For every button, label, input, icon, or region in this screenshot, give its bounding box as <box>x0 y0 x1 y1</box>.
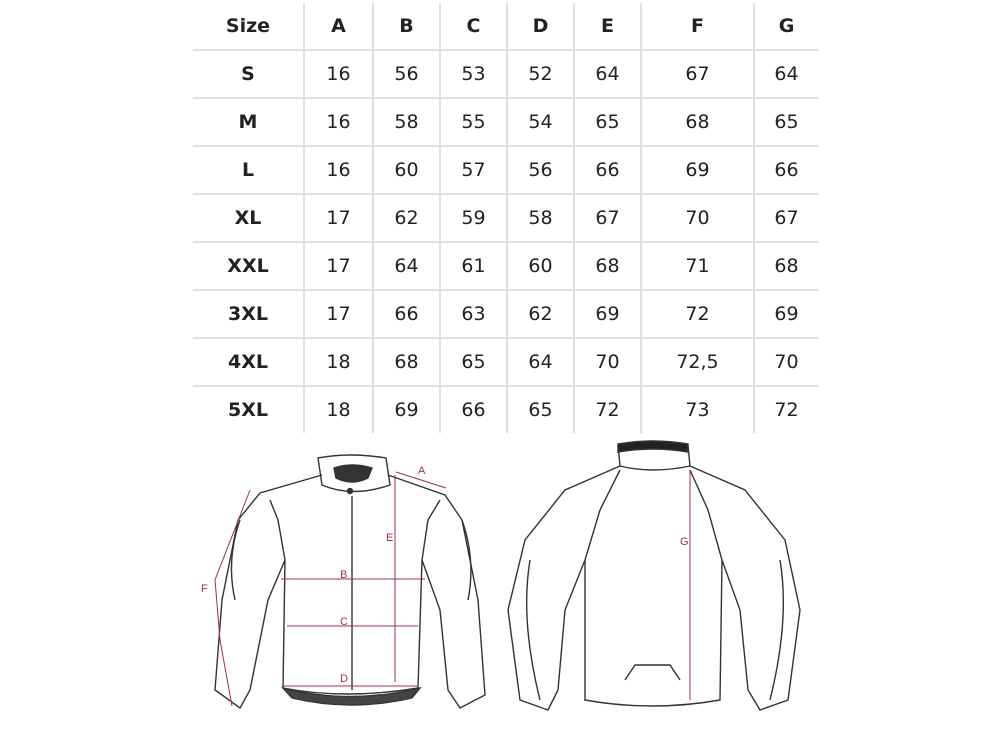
measurement-cell: 72 <box>640 290 754 339</box>
table-row: 3XL 17 66 63 62 69 72 69 <box>193 290 818 339</box>
table-row: XL 17 62 59 58 67 70 67 <box>193 194 818 243</box>
size-cell: 5XL <box>228 399 268 421</box>
measurement-cell: 66 <box>573 146 641 195</box>
measurement-cell: 73 <box>640 386 754 433</box>
label-d: D <box>340 673 348 685</box>
measurement-cell: 68 <box>753 242 818 291</box>
measurement-cell: 66 <box>439 386 507 433</box>
measurement-cell: 67 <box>753 194 818 243</box>
size-cell: XXL <box>193 242 304 291</box>
label-e: E <box>386 532 393 544</box>
measurement-cell: 57 <box>439 146 507 195</box>
column-header: A <box>303 3 373 51</box>
column-header: E <box>573 3 641 51</box>
jacket-front-drawing <box>214 454 486 710</box>
measurement-cell: 60 <box>506 242 574 291</box>
measurement-cell: 16 <box>303 50 373 99</box>
measurement-cell: 17 <box>303 290 373 339</box>
measurement-cell: 69 <box>573 290 641 339</box>
measurement-cell: 60 <box>372 146 440 195</box>
measurement-cell: 68 <box>573 242 641 291</box>
measurement-cell: 67 <box>573 194 641 243</box>
column-header: B <box>372 3 440 51</box>
table-row: L 16 60 57 56 66 69 66 <box>193 146 818 195</box>
measurement-cell: 59 <box>439 194 507 243</box>
measurement-cell: 65 <box>439 338 507 387</box>
measurement-cell: 61 <box>439 242 507 291</box>
measurement-cell: 66 <box>372 290 440 339</box>
table-row: S 16 56 53 52 64 67 64 <box>193 50 818 99</box>
measurement-cell: 69 <box>640 146 754 195</box>
size-cell: S <box>193 50 304 99</box>
label-c: C <box>340 616 348 628</box>
measurement-cell: 17 <box>303 194 373 243</box>
measurement-cell: 64 <box>506 338 574 387</box>
measurement-cell: 63 <box>439 290 507 339</box>
measurement-cell: 56 <box>372 50 440 99</box>
label-f: F <box>201 583 208 595</box>
label-a: A <box>418 465 426 477</box>
column-header: C <box>439 3 507 51</box>
measurement-cell: 18 <box>303 386 373 433</box>
column-header: Size <box>193 3 304 51</box>
measurement-cell: 65 <box>573 98 641 147</box>
measurement-cell: 54 <box>506 98 574 147</box>
size-cell: L <box>193 146 304 195</box>
measurement-cell: 69 <box>372 386 440 433</box>
measurement-cell: 53 <box>439 50 507 99</box>
jacket-back-drawing <box>507 440 801 711</box>
measurement-cell: 72 <box>753 386 818 433</box>
table-row: 4XL 18 68 65 64 70 72,5 70 <box>193 338 818 387</box>
label-g: G <box>680 536 689 548</box>
column-header: D <box>506 3 574 51</box>
measurement-cell: 56 <box>506 146 574 195</box>
measurement-cell: 69 <box>753 290 818 339</box>
column-header: F <box>640 3 754 51</box>
measurement-cell: 64 <box>573 50 641 99</box>
column-header: G <box>753 3 818 51</box>
measurement-cell: 70 <box>573 338 641 387</box>
measurement-cell: 67 <box>640 50 754 99</box>
measurement-cell: 62 <box>506 290 574 339</box>
measurement-cell: 64 <box>753 50 818 99</box>
measurement-cell: 68 <box>372 338 440 387</box>
measurement-cell: 71 <box>640 242 754 291</box>
table-header-row: Size A B C D E F G <box>193 3 818 51</box>
table-row: M 16 58 55 54 65 68 65 <box>193 98 818 147</box>
size-cell: XL <box>193 194 304 243</box>
measurement-cell: 52 <box>506 50 574 99</box>
measurement-cell: 66 <box>753 146 818 195</box>
measurement-cell: 18 <box>303 338 373 387</box>
table-row: XXL 17 64 61 60 68 71 68 <box>193 242 818 291</box>
label-b: B <box>340 569 347 581</box>
measurement-cell: 16 <box>303 98 373 147</box>
measurement-cell: 72 <box>573 386 641 433</box>
measurement-cell: 17 <box>303 242 373 291</box>
measurement-cell: 68 <box>640 98 754 147</box>
measurement-cell: 58 <box>506 194 574 243</box>
measurement-cell: 70 <box>640 194 754 243</box>
size-chart-table: Size A B C D E F G S 16 56 53 52 64 67 64 M 16 58 55 54 65 68… <box>193 3 818 433</box>
size-cell: 4XL <box>193 338 304 387</box>
measurement-cell: 58 <box>372 98 440 147</box>
measurement-cell: 70 <box>753 338 818 387</box>
measurement-cell: 55 <box>439 98 507 147</box>
table-row: 5XL 18 69 66 65 72 73 72 <box>193 386 818 433</box>
measurement-cell: 16 <box>303 146 373 195</box>
size-cell: M <box>193 98 304 147</box>
measurement-lines <box>214 470 691 707</box>
measurement-cell: 72,5 <box>640 338 754 387</box>
measurement-cell: 65 <box>753 98 818 147</box>
measurement-cell: 65 <box>506 386 574 433</box>
measurement-cell: 62 <box>372 194 440 243</box>
jacket-diagram: A B C D E F G <box>201 440 801 711</box>
measurement-cell: 64 <box>372 242 440 291</box>
size-cell: 3XL <box>193 290 304 339</box>
